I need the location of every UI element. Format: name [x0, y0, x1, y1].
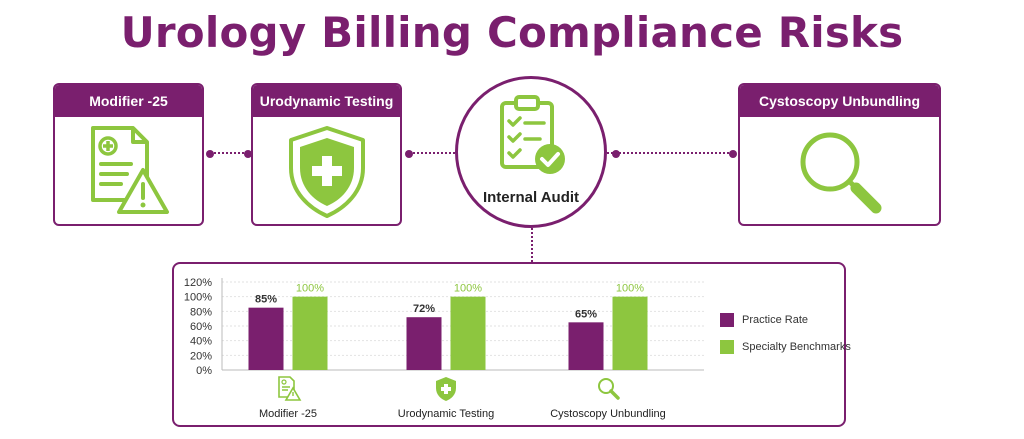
legend-swatch: [720, 313, 734, 327]
connector-line: [210, 152, 248, 154]
bar: [450, 296, 486, 370]
compliance-bar-chart: 0% 20% 40% 60% 80% 100% 120% 85% 100% Modifier -2…: [184, 277, 704, 420]
document-warning-icon: [90, 125, 169, 214]
magnifier-icon: [598, 378, 620, 400]
bar: [406, 317, 442, 370]
bar: [292, 296, 328, 370]
bar: [612, 296, 648, 370]
internal-audit-label: Internal Audit: [482, 189, 580, 206]
connector-dot: [206, 150, 214, 158]
card-urodynamic-testing: Urodynamic Testing: [251, 83, 402, 226]
audit-to-chart-connector: [531, 228, 533, 262]
legend-item-practice-rate: Practice Rate: [720, 313, 808, 327]
y-tick-label: 60%: [190, 321, 212, 333]
y-tick-label: 120%: [184, 277, 212, 289]
bar-value-label: 100%: [454, 283, 482, 295]
card-cystoscopy-unbundling: Cystoscopy Unbundling: [738, 83, 941, 226]
x-category-label: Cystoscopy Unbundling: [550, 408, 666, 420]
bar-value-label: 72%: [413, 303, 435, 315]
bar-value-label: 100%: [616, 283, 644, 295]
legend-swatch: [720, 340, 734, 354]
connector-dot: [405, 150, 413, 158]
y-tick-label: 80%: [190, 306, 212, 318]
connector-dot: [612, 150, 620, 158]
connector-dot: [729, 150, 737, 158]
connector-line: [409, 152, 455, 154]
bar-value-label: 65%: [575, 308, 597, 320]
y-tick-label: 20%: [190, 350, 212, 362]
internal-audit-node: Internal Audit: [455, 76, 607, 228]
magnifier-icon: [800, 132, 881, 213]
shield-plus-icon: [436, 377, 456, 401]
connector-line: [607, 152, 733, 154]
legend-item-specialty-benchmarks: Specialty Benchmarks: [720, 340, 851, 354]
bar-value-label: 85%: [255, 294, 277, 306]
card-title: Urodynamic Testing: [253, 85, 400, 117]
bar: [248, 307, 284, 370]
connector-dot: [244, 150, 252, 158]
page-title: Urology Billing Compliance Risks: [120, 8, 904, 57]
legend-label: Practice Rate: [742, 314, 809, 326]
x-category-label: Urodynamic Testing: [398, 408, 494, 420]
card-title: Cystoscopy Unbundling: [740, 85, 939, 117]
x-category-label: Modifier -25: [259, 408, 317, 420]
y-tick-label: 0%: [196, 365, 212, 377]
y-tick-label: 40%: [190, 336, 212, 348]
document-warning-icon: [278, 376, 302, 401]
legend-label: Specialty Benchmarks: [742, 341, 851, 353]
bar: [568, 322, 604, 370]
clipboard-check-icon: [500, 95, 565, 174]
bar-value-label: 100%: [296, 283, 324, 295]
card-modifier-25: Modifier -25: [53, 83, 204, 226]
card-title: Modifier -25: [55, 85, 202, 117]
shield-plus-icon: [288, 125, 365, 218]
y-tick-label: 100%: [184, 292, 212, 304]
